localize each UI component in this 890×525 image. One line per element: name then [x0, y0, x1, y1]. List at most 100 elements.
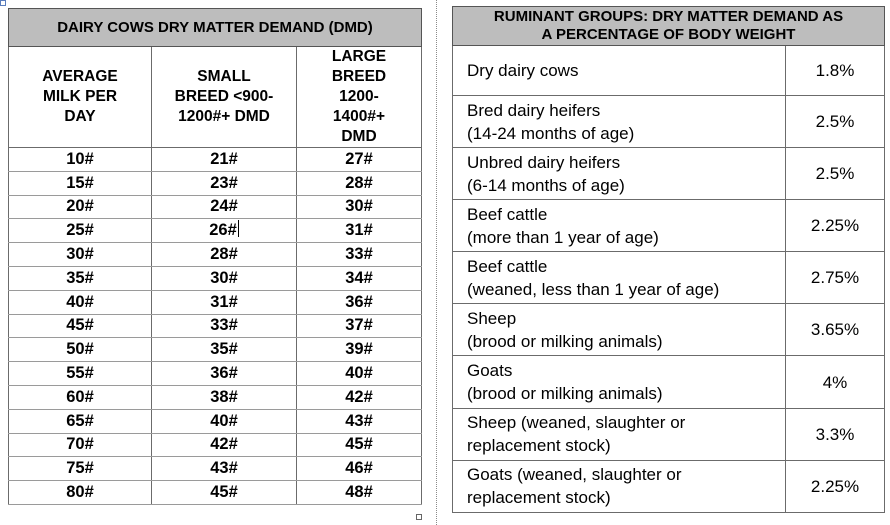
milk-per-day-cell: 45#	[8, 313, 152, 339]
large-breed-dmd-cell-value: 42#	[345, 387, 373, 406]
ruminant-group-line: (6-14 months of age)	[467, 175, 625, 195]
ruminant-group-cell: Sheep (brood or milking animals)	[452, 303, 786, 357]
table-row: 75# 43# 46#	[8, 456, 422, 482]
dmd-percent-cell: 2.5%	[784, 94, 886, 149]
table-row: 45# 33# 37#	[8, 313, 422, 339]
small-breed-dmd-cell: 26#	[151, 218, 297, 244]
milk-per-day-cell: 40#	[8, 289, 152, 315]
small-breed-dmd-cell: 23#	[151, 170, 297, 196]
small-breed-dmd-cell: 38#	[151, 384, 297, 410]
dmd-percent-value: 2.75%	[810, 268, 860, 288]
large-breed-dmd-cell-value: 46#	[345, 459, 373, 478]
header-large-breed-dmd-line: 1200-	[339, 88, 379, 105]
header-average-milk-per-day: AVERAGE MILK PER DAY	[8, 46, 152, 148]
table-row: 65# 40# 43#	[8, 408, 422, 434]
table-row: Goats (brood or milking animals) 4%	[452, 355, 886, 409]
small-breed-dmd-cell-value: 42#	[210, 435, 238, 454]
large-breed-dmd-cell-value: 28#	[345, 173, 373, 192]
milk-per-day-cell: 70#	[8, 432, 152, 458]
milk-per-day-cell: 35#	[8, 265, 152, 291]
dmd-percent-cell: 4%	[784, 355, 886, 409]
milk-per-day-cell: 75#	[8, 456, 152, 482]
large-breed-dmd-cell: 42#	[296, 384, 422, 410]
milk-per-day-cell: 20#	[8, 194, 152, 220]
small-breed-dmd-cell: 28#	[151, 242, 297, 267]
large-breed-dmd-cell: 27#	[296, 147, 422, 172]
ruminant-group-line: Dry dairy cows	[467, 61, 579, 80]
milk-per-day-cell-value: 65#	[66, 411, 94, 430]
ruminant-group-cell: Dry dairy cows	[452, 45, 786, 96]
ruminant-group-cell: Goats (weaned, slaughter or replacement s…	[452, 459, 786, 513]
milk-per-day-cell: 55#	[8, 361, 152, 386]
large-breed-dmd-cell: 30#	[296, 194, 422, 220]
small-breed-dmd-cell: 31#	[151, 289, 297, 315]
milk-per-day-cell: 65#	[8, 408, 152, 434]
table-row: 20# 24# 30#	[8, 194, 422, 220]
large-breed-dmd-cell: 28#	[296, 170, 422, 196]
small-breed-dmd-cell-value: 45#	[210, 483, 238, 502]
large-breed-dmd-cell: 48#	[296, 480, 422, 505]
table-row: 30# 28# 33#	[8, 242, 422, 267]
dmd-percent-value: 3.3%	[815, 424, 855, 444]
milk-per-day-cell-value: 70#	[66, 435, 94, 454]
large-breed-dmd-cell-value: 33#	[345, 245, 373, 264]
header-large-breed-dmd: LARGE BREED 1200- 1400#+ DMD	[296, 46, 422, 148]
table-row: 25# 26# 31#	[8, 218, 422, 244]
large-breed-dmd-cell: 37#	[296, 313, 422, 339]
ruminant-group-line: (weaned, less than 1 year of age)	[467, 279, 720, 299]
header-large-breed-dmd-line: 1400#+	[332, 108, 386, 125]
milk-per-day-cell: 10#	[8, 147, 152, 172]
dmd-percent-cell: 3.3%	[784, 407, 886, 461]
large-breed-dmd-cell: 39#	[296, 337, 422, 363]
dmd-percent-cell: 1.8%	[784, 45, 886, 96]
ruminant-group-line: (brood or milking animals)	[467, 331, 663, 351]
dmd-percent-cell: 3.65%	[784, 303, 886, 357]
small-breed-dmd-cell-value: 35#	[210, 340, 238, 359]
large-breed-dmd-cell-value: 39#	[345, 340, 373, 359]
ruminant-group-cell: Sheep (weaned, slaughter or replacement s…	[452, 407, 786, 461]
table-row: Beef cattle (weaned, less than 1 year of …	[452, 251, 886, 305]
dmd-percent-value: 3.65%	[810, 320, 860, 340]
ruminant-group-cell: Unbred dairy heifers (6-14 months of age)	[452, 147, 786, 201]
large-breed-dmd-cell: 46#	[296, 456, 422, 482]
header-large-breed-dmd-line: LARGE	[331, 48, 387, 65]
header-average-milk-per-day-line: DAY	[64, 108, 96, 125]
milk-per-day-cell: 30#	[8, 242, 152, 267]
milk-per-day-cell-value: 15#	[66, 173, 94, 192]
milk-per-day-cell-value: 30#	[66, 245, 94, 264]
table-row: 15# 23# 28#	[8, 170, 422, 196]
right-title-line-1: RUMINANT GROUPS: DRY MATTER DEMAND AS	[493, 8, 844, 25]
dmd-percent-cell: 2.25%	[784, 459, 886, 513]
large-breed-dmd-cell-value: 34#	[345, 268, 373, 287]
milk-per-day-cell-value: 55#	[66, 364, 94, 383]
table-row: 10# 21# 27#	[8, 147, 422, 172]
milk-per-day-cell: 15#	[8, 170, 152, 196]
dmd-percent-cell: 2.75%	[784, 251, 886, 305]
ruminant-group-cell: Goats (brood or milking animals)	[452, 355, 786, 409]
large-breed-dmd-cell-value: 27#	[345, 149, 373, 168]
milk-per-day-cell-value: 20#	[66, 197, 94, 216]
table-row: Unbred dairy heifers (6-14 months of age)…	[452, 147, 886, 201]
large-breed-dmd-cell: 40#	[296, 361, 422, 386]
small-breed-dmd-cell-value: 21#	[210, 149, 238, 168]
header-large-breed-dmd-line: DMD	[341, 128, 377, 145]
table-row: 35# 30# 34#	[8, 265, 422, 291]
column-divider	[436, 0, 437, 525]
table-row: 50# 35# 39#	[8, 337, 422, 363]
header-small-breed-dmd-line: BREED <900-	[174, 88, 274, 105]
right-table-title: RUMINANT GROUPS: DRY MATTER DEMAND AS A …	[451, 6, 886, 46]
ruminant-group-line: Beef cattle	[467, 256, 548, 276]
small-breed-dmd-cell-value: 43#	[210, 459, 238, 478]
milk-per-day-cell: 25#	[8, 218, 152, 244]
header-average-milk-per-day-line: AVERAGE	[42, 68, 118, 85]
small-breed-dmd-cell-value: 26#	[209, 221, 237, 240]
large-breed-dmd-cell: 31#	[296, 218, 422, 244]
header-large-breed-dmd-line: BREED	[331, 68, 387, 85]
milk-per-day-cell-value: 45#	[66, 316, 94, 335]
small-breed-dmd-cell-value: 38#	[210, 387, 238, 406]
large-breed-dmd-cell-value: 48#	[345, 483, 373, 502]
resize-handle-bottom[interactable]	[416, 514, 422, 520]
large-breed-dmd-cell-value: 43#	[345, 411, 373, 430]
resize-handle-top-left[interactable]	[0, 0, 6, 6]
ruminant-group-line: (more than 1 year of age)	[467, 227, 659, 247]
